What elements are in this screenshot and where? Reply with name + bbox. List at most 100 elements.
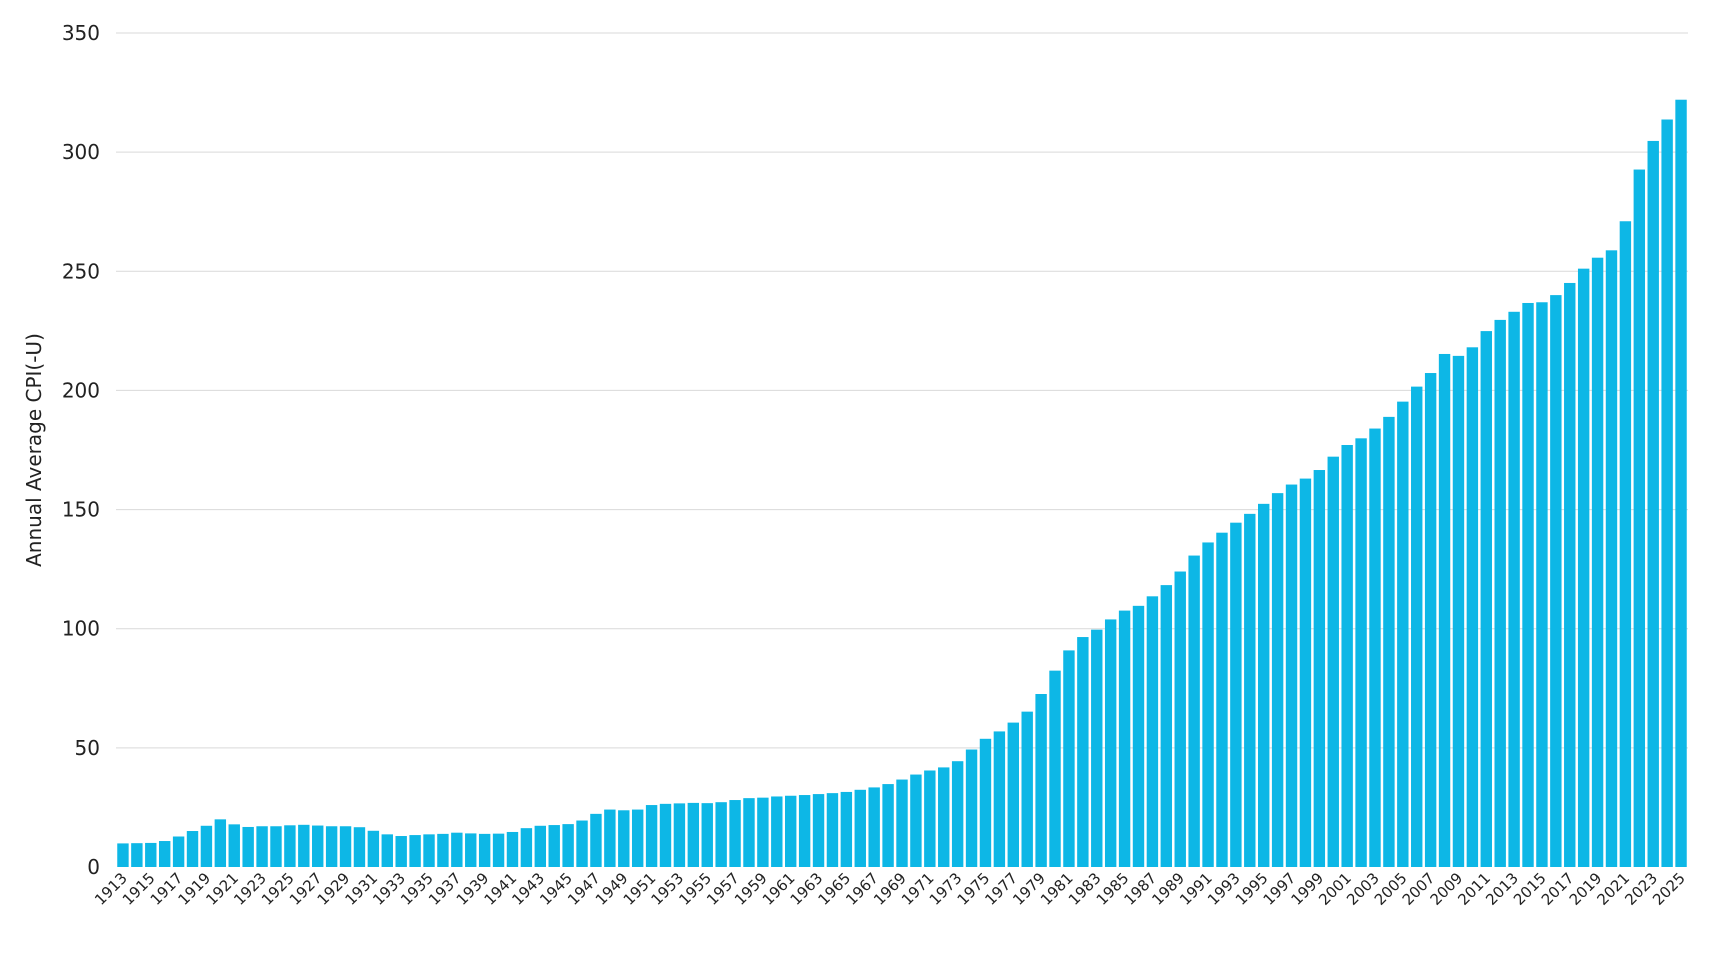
bar-1978 xyxy=(1021,711,1033,867)
bar-2010 xyxy=(1466,347,1479,867)
bar-1998 xyxy=(1299,478,1312,867)
bar-2002 xyxy=(1355,438,1367,867)
bar-1986 xyxy=(1132,605,1145,867)
bar-1990 xyxy=(1188,555,1200,867)
bar-1971 xyxy=(924,770,936,867)
bar-1965 xyxy=(840,791,853,867)
bar-2022 xyxy=(1633,169,1646,868)
bar-2024 xyxy=(1661,119,1673,867)
gridlines xyxy=(116,32,1688,749)
bar-2012 xyxy=(1494,319,1506,867)
bar-1922 xyxy=(242,826,254,867)
bar-2020 xyxy=(1605,250,1618,867)
bar-1928 xyxy=(325,826,338,867)
bar-1958 xyxy=(743,798,755,867)
bar-1935 xyxy=(423,834,435,867)
bar-2016 xyxy=(1550,295,1562,867)
bar-2000 xyxy=(1327,456,1339,867)
bar-1963 xyxy=(812,794,825,867)
bars xyxy=(117,99,1687,868)
bar-2005 xyxy=(1397,401,1409,867)
bar-1944 xyxy=(548,825,560,867)
bar-1964 xyxy=(826,793,839,867)
bar-2014 xyxy=(1522,302,1534,868)
bar-1925 xyxy=(284,825,296,867)
bar-1988 xyxy=(1160,585,1173,867)
bar-1959 xyxy=(757,797,769,867)
bar-1983 xyxy=(1091,629,1103,867)
y-tick-label: 0 xyxy=(87,855,100,879)
bar-1961 xyxy=(785,795,797,867)
bar-1960 xyxy=(771,796,783,867)
bar-1991 xyxy=(1202,542,1214,867)
bar-1953 xyxy=(673,803,686,867)
bar-1969 xyxy=(896,779,908,867)
bar-1994 xyxy=(1244,513,1256,867)
bar-1945 xyxy=(562,824,574,867)
bar-1930 xyxy=(353,827,366,867)
bar-1919 xyxy=(200,825,213,867)
bar-1999 xyxy=(1313,470,1326,867)
bar-1939 xyxy=(478,833,491,867)
bar-1993 xyxy=(1230,522,1242,867)
bar-1996 xyxy=(1271,493,1284,867)
bar-1916 xyxy=(158,841,171,867)
bar-1984 xyxy=(1104,619,1117,867)
bar-2006 xyxy=(1411,386,1423,867)
bar-1966 xyxy=(854,789,866,867)
bar-1957 xyxy=(729,800,741,867)
bar-2009 xyxy=(1452,355,1465,867)
bar-2003 xyxy=(1369,428,1381,867)
bar-1968 xyxy=(882,784,894,867)
bar-1943 xyxy=(534,825,547,867)
bar-2007 xyxy=(1424,373,1437,867)
bar-2017 xyxy=(1564,282,1576,868)
bar-1937 xyxy=(451,832,463,867)
bar-1955 xyxy=(701,803,713,867)
bar-1926 xyxy=(298,824,310,867)
x-tick-label: 2025 xyxy=(1649,869,1689,909)
bar-1942 xyxy=(520,828,533,867)
bar-2023 xyxy=(1647,140,1659,867)
bar-2025 xyxy=(1675,99,1687,868)
bar-1941 xyxy=(506,831,519,867)
bar-1952 xyxy=(659,803,672,867)
bar-1946 xyxy=(576,820,588,867)
y-axis-ticks: 0 50 100 150 200 250 300 350 xyxy=(62,21,100,879)
bar-2018 xyxy=(1577,268,1590,867)
bar-1995 xyxy=(1258,503,1270,867)
bar-1940 xyxy=(492,833,505,867)
bar-1949 xyxy=(618,810,630,867)
bar-1985 xyxy=(1118,610,1131,867)
bar-1920 xyxy=(214,819,227,867)
y-tick-label: 150 xyxy=(62,498,100,522)
bar-2019 xyxy=(1591,257,1604,867)
bar-1914 xyxy=(131,843,143,867)
bar-1929 xyxy=(339,826,352,867)
y-tick-label: 350 xyxy=(62,21,100,45)
bar-1954 xyxy=(687,802,700,867)
bar-1976 xyxy=(993,731,1006,867)
bar-2001 xyxy=(1341,445,1353,867)
bar-1987 xyxy=(1146,596,1159,867)
bar-1970 xyxy=(910,774,922,867)
bar-1979 xyxy=(1035,694,1047,867)
bar-1974 xyxy=(965,749,978,867)
bar-1975 xyxy=(979,738,992,867)
bar-1962 xyxy=(798,795,811,867)
bar-2008 xyxy=(1438,353,1451,868)
bar-1913 xyxy=(117,843,129,867)
bar-1977 xyxy=(1007,722,1019,867)
bar-1948 xyxy=(604,809,616,867)
bar-1918 xyxy=(186,831,199,867)
bar-1997 xyxy=(1285,484,1298,867)
bar-1932 xyxy=(381,834,393,867)
bar-1992 xyxy=(1216,532,1228,867)
y-axis-label: Annual Average CPI(-U) xyxy=(22,333,46,567)
bar-1981 xyxy=(1063,650,1075,867)
bar-1936 xyxy=(437,833,449,867)
bar-1972 xyxy=(938,767,950,867)
bar-2004 xyxy=(1383,416,1395,867)
